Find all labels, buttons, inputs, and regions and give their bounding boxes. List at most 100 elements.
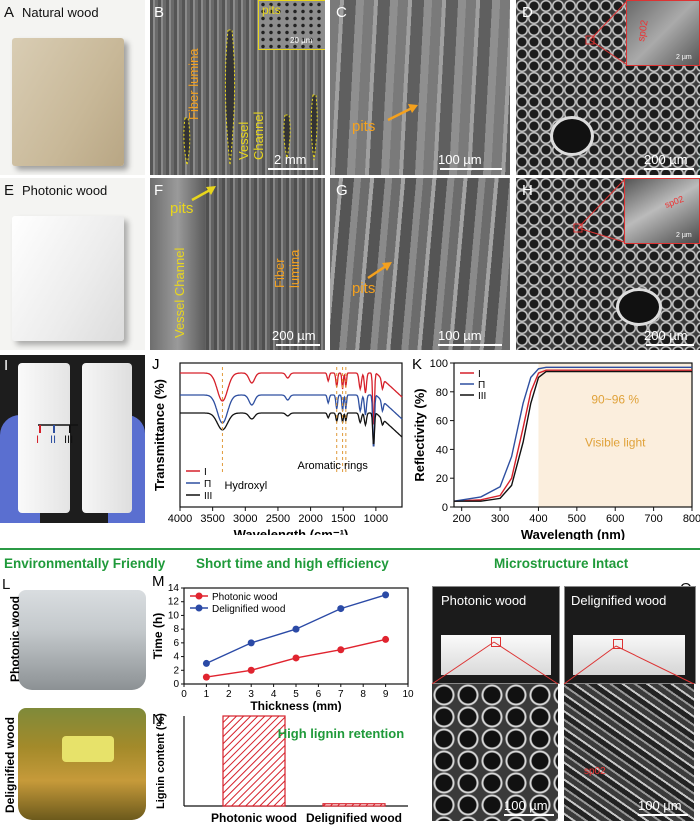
series-I-line (453, 369, 692, 502)
x-tick-label: 4000 (168, 513, 192, 525)
x-tick-label: 300 (491, 513, 509, 525)
legend-label: Delignified wood (212, 604, 285, 615)
scale-label: 200 µm (644, 328, 688, 343)
cell-wall-inset (624, 178, 700, 244)
natural-wood-block (12, 38, 124, 166)
scale-bar (276, 344, 320, 346)
scale-label: 100 µm (438, 152, 482, 167)
x-tick-label: 2500 (266, 513, 290, 525)
data-point (247, 639, 255, 647)
delignified-label: Delignified wood (571, 593, 667, 608)
panel-letter: I (4, 357, 9, 374)
legend-marker (195, 604, 203, 612)
y-tick-label: 100 (430, 358, 448, 370)
annotation-visible-light: Visible light (585, 436, 646, 450)
panel-letter: J (152, 356, 160, 373)
data-point (292, 625, 300, 633)
chart-j: J 4000 3500 3000 2500 2000 1500 1000 Wavelength… (152, 356, 403, 535)
series-III-line (454, 370, 692, 502)
x-tick-label: 4 (271, 689, 277, 700)
zoom-box (613, 639, 623, 649)
scale-label: 2 mm (274, 152, 307, 167)
chart-n: N Lignin content (%) Photonic wood Deligni… (152, 711, 408, 825)
y-tick-label: 12 (168, 597, 180, 608)
scale-label: 100 µm (504, 798, 548, 813)
data-point (202, 659, 210, 667)
pits-inset (258, 0, 325, 50)
vessel-channel-region (150, 178, 205, 350)
panel-title: Natural wood (22, 5, 99, 20)
annotation-hydroxyl: Hydroxyl (224, 480, 267, 492)
panel-letter: F (154, 182, 164, 199)
scale-label: 100 µm (638, 798, 682, 813)
series-Π-line (453, 366, 692, 502)
section-divider (0, 548, 700, 550)
panel-e: E Photonic wood (0, 178, 145, 350)
scale-bar (646, 344, 694, 346)
legend-label: I (478, 369, 481, 380)
panel-a: A Natural wood (0, 0, 145, 175)
inset-lines: sp02 (585, 1, 651, 65)
legend-label: III (204, 491, 212, 502)
panel-letter: C (336, 4, 347, 21)
inset-lines: sp02 (573, 179, 685, 243)
chart-k: K 200 300 400 500 600 700 800 0 20 40 60 80 100 Wavel… (412, 356, 700, 540)
pits-arrow (387, 104, 418, 122)
photonic-wood-photo: Photonic wood (432, 586, 560, 684)
panel-letter: D (522, 4, 533, 21)
pits-arrow (367, 262, 392, 280)
x-tick-label: 6 (316, 689, 322, 700)
series-III-line (180, 412, 403, 445)
x-tick-label: 5 (293, 689, 299, 700)
panel-f: F pits Vessel Channel Fiber lumina 200 µ… (150, 178, 325, 350)
pits-label: pits (352, 280, 376, 297)
x-tick-label: 1000 (364, 513, 388, 525)
y-axis-label: Transmittance (%) (152, 379, 167, 491)
x-tick-label: 3 (248, 689, 254, 700)
data-point (337, 646, 345, 654)
pits-label: pits (352, 118, 376, 135)
bar-0 (222, 715, 286, 807)
x-tick-label: 8 (360, 689, 366, 700)
sp02-mark: sp02 (584, 766, 606, 777)
y-axis-label: Lignin content (%) (155, 713, 167, 809)
x-axis-label: Thickness (mm) (250, 699, 341, 712)
panel-letter: B (154, 4, 165, 21)
pits-label: pits (262, 3, 281, 17)
x-axis-label: Wavelength (nm) (521, 527, 625, 540)
x-tick-label: 2000 (298, 513, 322, 525)
svg-text:sp02: sp02 (636, 19, 651, 43)
panel-letter: A (4, 4, 15, 21)
panel-h: H sp02 2 µm 200 µm (516, 178, 700, 350)
y-tick-label: 2 (173, 665, 179, 676)
panel-letter: M (152, 573, 165, 590)
panel-letter: H (522, 182, 533, 199)
vessel-pore (550, 116, 594, 156)
x-tick-label: 3000 (233, 513, 257, 525)
scale-label: 100 µm (438, 328, 482, 343)
photonic-wood-block (12, 216, 124, 341)
data-point (382, 591, 390, 599)
data-point (382, 635, 390, 643)
annotation-aromatic-rings: Aromatic rings (298, 460, 369, 472)
delignified-sem (564, 684, 694, 821)
scale-bar (268, 168, 318, 170)
y-tick-label: 8 (173, 624, 179, 635)
yellow-sample (62, 736, 114, 762)
x-tick-label: Photonic wood (211, 811, 297, 825)
data-point (292, 654, 300, 662)
annotation-high-lignin: High lignin retention (278, 726, 404, 741)
header-microstructure-intact: Microstructure Intact (494, 556, 629, 571)
x-tick-label: 1500 (331, 513, 355, 525)
data-point (247, 666, 255, 674)
scale-bar (638, 814, 688, 816)
legend-label: I (204, 467, 207, 478)
panel-title: Photonic wood (22, 183, 108, 198)
mark-iii: III (64, 434, 73, 446)
x-tick-label: 400 (529, 513, 547, 525)
cell-wall-inset (626, 0, 700, 66)
scale-bar (440, 168, 502, 170)
data-point (202, 673, 210, 681)
y-tick-label: 10 (168, 610, 180, 621)
